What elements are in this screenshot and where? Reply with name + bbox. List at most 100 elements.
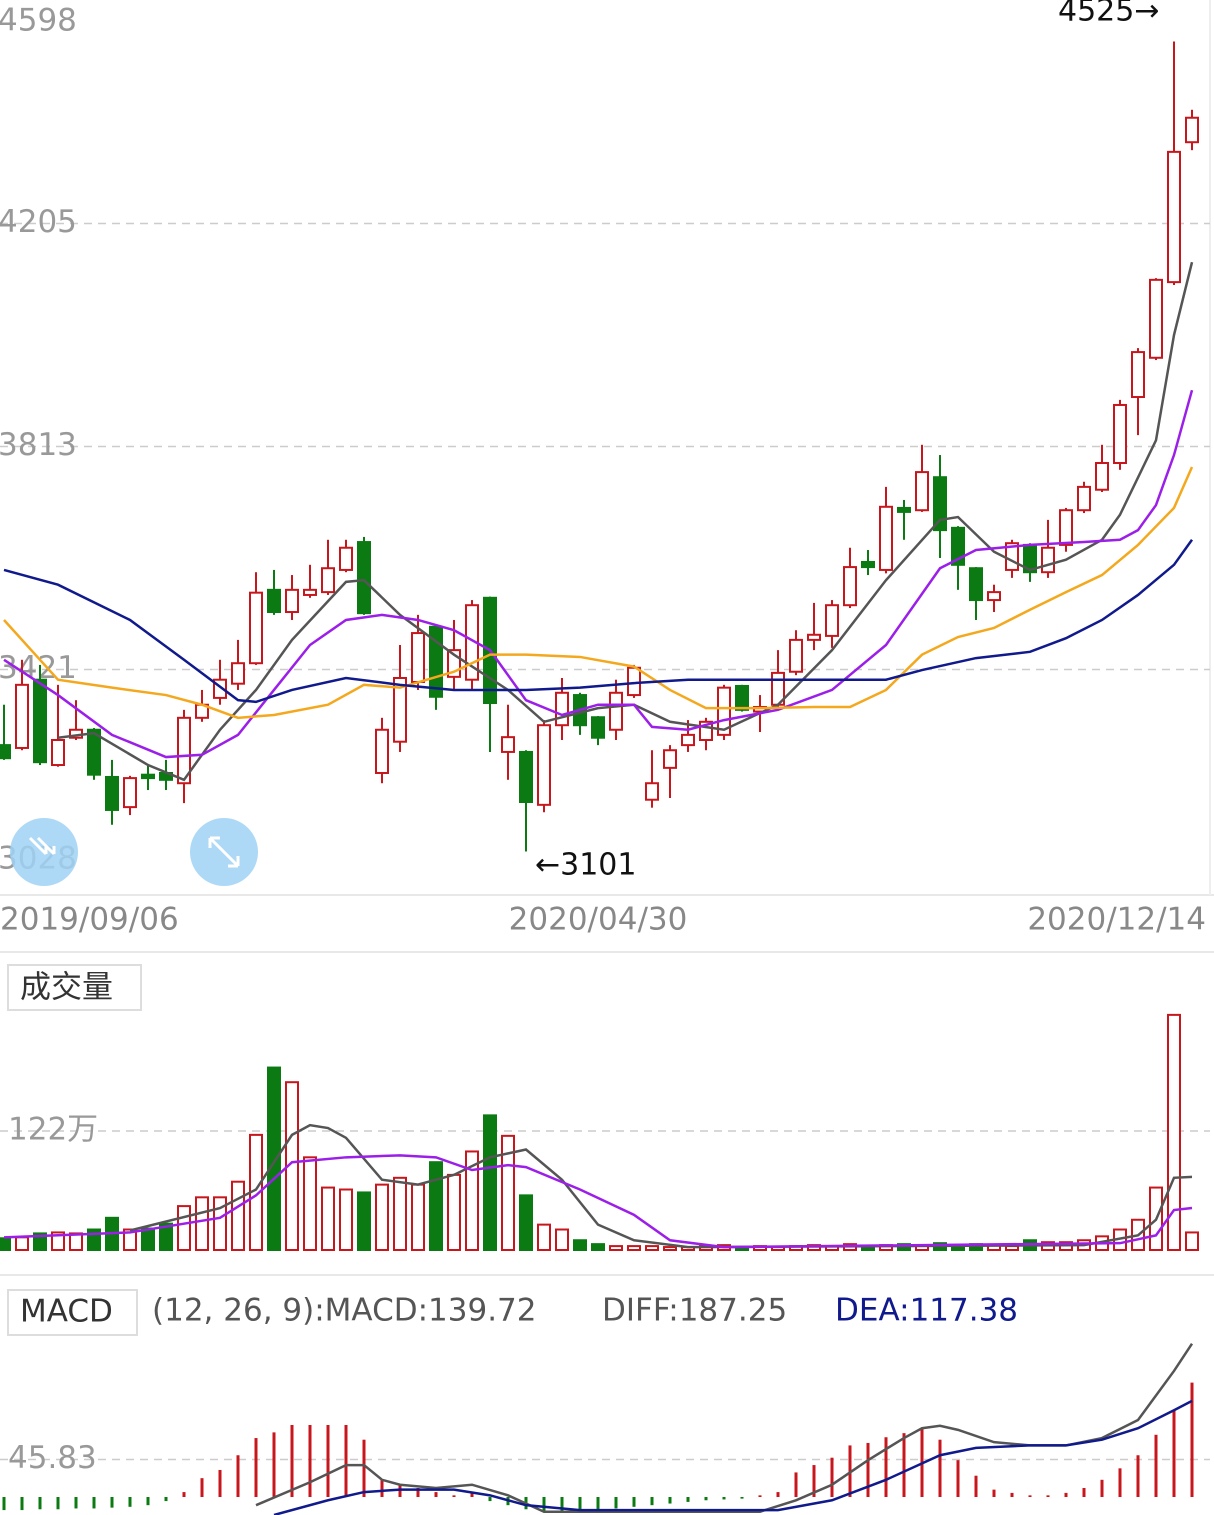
volume-bar [537,1223,551,1252]
volume-bar [177,1205,191,1251]
macd-label-box [7,1289,138,1336]
candle-body [987,591,1001,602]
candle-body [951,526,965,566]
volume-bar [33,1232,47,1252]
collapse-button-icon [28,836,56,856]
candle-body [87,728,101,776]
volume-bar [645,1245,659,1251]
volume-bar [1185,1231,1199,1251]
ma-line [57,261,1194,782]
expand-button[interactable] [190,818,258,886]
candle-body [1077,485,1091,512]
candle-body [105,775,119,811]
candle-body [591,716,605,739]
candle-body [1041,546,1055,574]
y-tick-label: 3813 [0,427,77,463]
volume-bar [141,1227,155,1252]
ma-line [255,1343,1194,1513]
min-annotation: ←3101 [535,848,636,883]
volume-bar [411,1183,425,1252]
volume-bar [627,1245,641,1251]
ma-line [129,1123,1193,1249]
volume-bar [0,1237,11,1252]
volume-bar [51,1231,65,1251]
volume-bar [267,1066,281,1252]
candle-body [357,541,371,615]
candle-body [933,476,947,532]
volume-bar [555,1228,569,1252]
candle-body [825,604,839,637]
candle-body [663,749,677,769]
volume-bar [159,1222,173,1252]
candle-body [123,777,137,809]
collapse-button[interactable] [10,818,78,886]
y-tick-label: 4598 [0,3,77,39]
candle-body [807,633,821,641]
candle-body [141,773,155,780]
volume-bar [573,1239,587,1251]
ma-line [3,1154,1193,1249]
candle-body [1113,403,1127,464]
expand-button-icon [208,836,240,868]
candle-body [555,691,569,727]
candle-body [375,728,389,774]
candle-body [339,546,353,571]
candle-body [303,588,317,596]
candle-body [321,567,335,594]
volume-label-box [7,964,142,1011]
volume-bar [483,1114,497,1251]
candle-body [519,750,533,803]
volume-bar [231,1180,245,1251]
candle-body [627,666,641,697]
volume-bar [591,1243,605,1252]
ma-line [3,539,1194,704]
macd-title: MACD [20,1294,113,1330]
x-tick-label: 2019/09/06 [0,902,179,938]
volume-bar [609,1245,623,1251]
volume-bar [321,1186,335,1252]
volume-bar [519,1194,533,1251]
candle-body [1167,150,1181,284]
candle-body [285,588,299,614]
candle-body [33,678,47,764]
y-tick-label: 45.83 [8,1440,97,1476]
volume-bar [357,1191,371,1251]
candle-body [51,738,65,767]
ma-line [273,1399,1193,1515]
candle-body [537,724,551,806]
volume-bar [15,1236,29,1251]
volume-bar [447,1173,461,1251]
max-annotation: 4525→ [1058,0,1159,29]
x-tick-label: 2020/04/30 [509,902,688,938]
volume-bar [339,1188,353,1252]
macd-params: (12, 26, 9):MACD:139.72 [152,1293,537,1329]
candle-body [231,662,245,685]
candle-body [735,684,749,711]
ma-line [3,466,1194,720]
candle-body [501,736,515,753]
candle-body [393,676,407,743]
volume-bar [213,1196,227,1251]
candle-body [1185,116,1199,144]
candle-body [843,566,857,607]
candle-body [411,632,425,683]
candle-body [177,716,191,785]
candle-body [267,588,281,614]
diff-label: DIFF:187.25 [602,1293,787,1329]
ma-line [3,389,1194,759]
candle-body [789,638,803,673]
candle-body [915,471,929,512]
volume-bar [429,1161,443,1251]
candle-body [681,733,695,747]
candle-body [879,505,893,571]
volume-bar [663,1246,677,1251]
volume-bar [375,1183,389,1252]
volume-bar [303,1156,317,1251]
volume-title: 成交量 [20,970,113,1006]
candle-body [1149,278,1163,359]
candle-body [1095,461,1109,491]
y-tick-label: 4205 [0,204,77,240]
candle-body [609,691,623,731]
volume-bar [195,1196,209,1251]
